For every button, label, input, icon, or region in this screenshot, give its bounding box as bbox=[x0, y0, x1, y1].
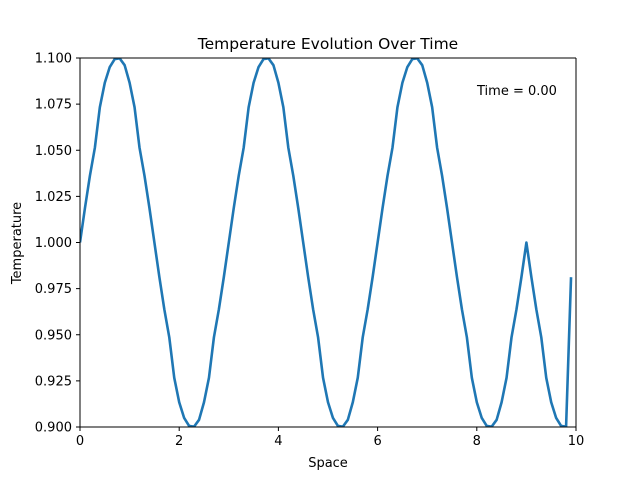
x-tick-label: 0 bbox=[76, 434, 84, 449]
x-tick-label: 10 bbox=[568, 434, 585, 449]
y-tick-label: 1.050 bbox=[35, 144, 72, 159]
y-tick-label: 0.900 bbox=[35, 421, 72, 436]
x-axis-label: Space bbox=[308, 456, 348, 471]
y-tick-label: 1.000 bbox=[35, 236, 72, 251]
x-tick-label: 6 bbox=[373, 434, 381, 449]
y-tick-label: 1.025 bbox=[35, 190, 72, 205]
x-tick-label: 2 bbox=[175, 434, 183, 449]
x-axis-ticks: 0 2 4 6 8 10 bbox=[76, 427, 584, 449]
time-annotation: Time = 0.00 bbox=[476, 84, 557, 99]
y-axis-ticks: 0.900 0.925 0.950 0.975 1.000 1.025 1.050 1.075… bbox=[35, 52, 80, 436]
y-tick-label: 0.925 bbox=[35, 374, 72, 389]
y-axis-label: Temperature bbox=[10, 202, 25, 285]
x-tick-label: 4 bbox=[274, 434, 282, 449]
y-tick-label: 0.950 bbox=[35, 328, 72, 343]
y-tick-label: 0.975 bbox=[35, 282, 72, 297]
x-tick-label: 8 bbox=[473, 434, 481, 449]
series-line-0 bbox=[80, 58, 573, 427]
plot-area bbox=[79, 57, 577, 428]
y-tick-label: 1.100 bbox=[35, 52, 72, 67]
chart-title: Temperature Evolution Over Time bbox=[197, 35, 458, 53]
y-tick-label: 1.075 bbox=[35, 98, 72, 113]
